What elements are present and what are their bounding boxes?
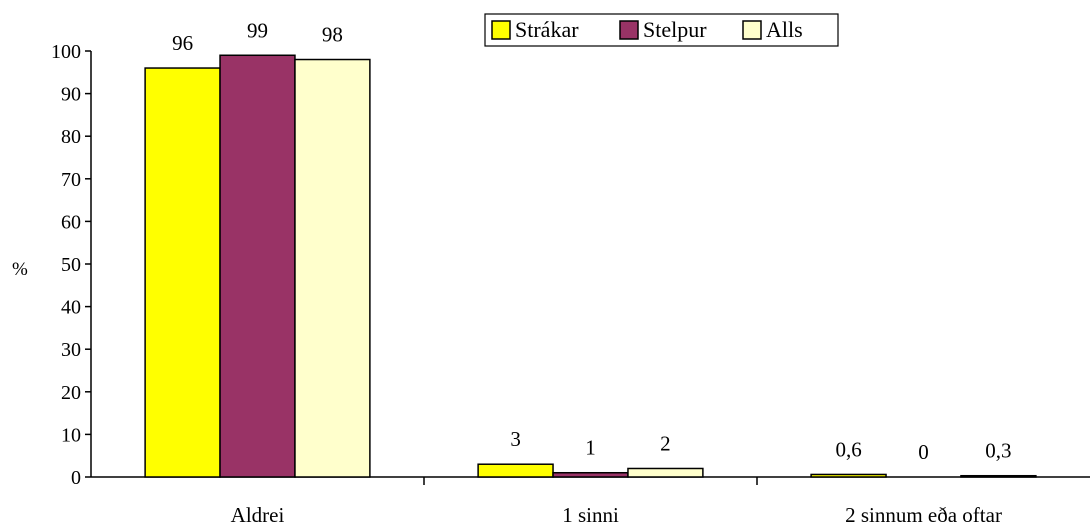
- data-label: 0,3: [985, 439, 1011, 463]
- y-tick-label: 20: [61, 382, 81, 404]
- y-tick-label: 10: [61, 424, 81, 446]
- y-tick-label: 90: [61, 84, 81, 106]
- data-label: 3: [510, 427, 521, 451]
- data-label: 0: [918, 440, 929, 464]
- data-label: 1: [585, 436, 596, 460]
- bar: [219, 54, 296, 478]
- data-label: 99: [247, 18, 268, 42]
- legend: Strákar Stelpur Alls: [484, 13, 839, 47]
- legend-label: Strákar: [515, 17, 579, 42]
- legend-swatch: [742, 20, 762, 40]
- y-tick-label: 70: [61, 169, 81, 191]
- x-tick-label: 1 sinni: [562, 503, 619, 527]
- y-tick-label: 60: [61, 211, 81, 233]
- data-labels: 96 99 98 3 1 2 0,6 0 0,3: [172, 18, 1011, 464]
- bar: [294, 58, 371, 478]
- x-tick-label: 2 sinnum eða oftar: [845, 503, 1002, 527]
- bars: [144, 54, 1037, 478]
- data-label: 98: [322, 23, 343, 47]
- data-label: 2: [660, 431, 671, 455]
- legend-box: [484, 13, 839, 47]
- y-tick-label: 50: [61, 254, 81, 276]
- bar: [552, 471, 629, 478]
- legend-swatch: [491, 20, 511, 40]
- bar: [960, 474, 1037, 478]
- x-tick-label: Aldrei: [231, 503, 285, 527]
- legend-label: Stelpur: [643, 17, 707, 42]
- y-axis-label: %: [12, 259, 28, 280]
- y-tick-label: 80: [61, 126, 81, 148]
- legend-label: Alls: [766, 17, 803, 42]
- data-label: 0,6: [835, 437, 861, 461]
- y-tick-label: 30: [61, 339, 81, 361]
- y-tick-label: 0: [71, 467, 81, 489]
- bar: [627, 467, 704, 478]
- data-label: 96: [172, 31, 193, 55]
- y-tick-label: 40: [61, 297, 81, 319]
- bar: [144, 67, 221, 478]
- legend-swatch: [619, 20, 639, 40]
- y-tick-label: 100: [51, 41, 81, 63]
- bar: [477, 463, 554, 478]
- bar: [810, 473, 887, 478]
